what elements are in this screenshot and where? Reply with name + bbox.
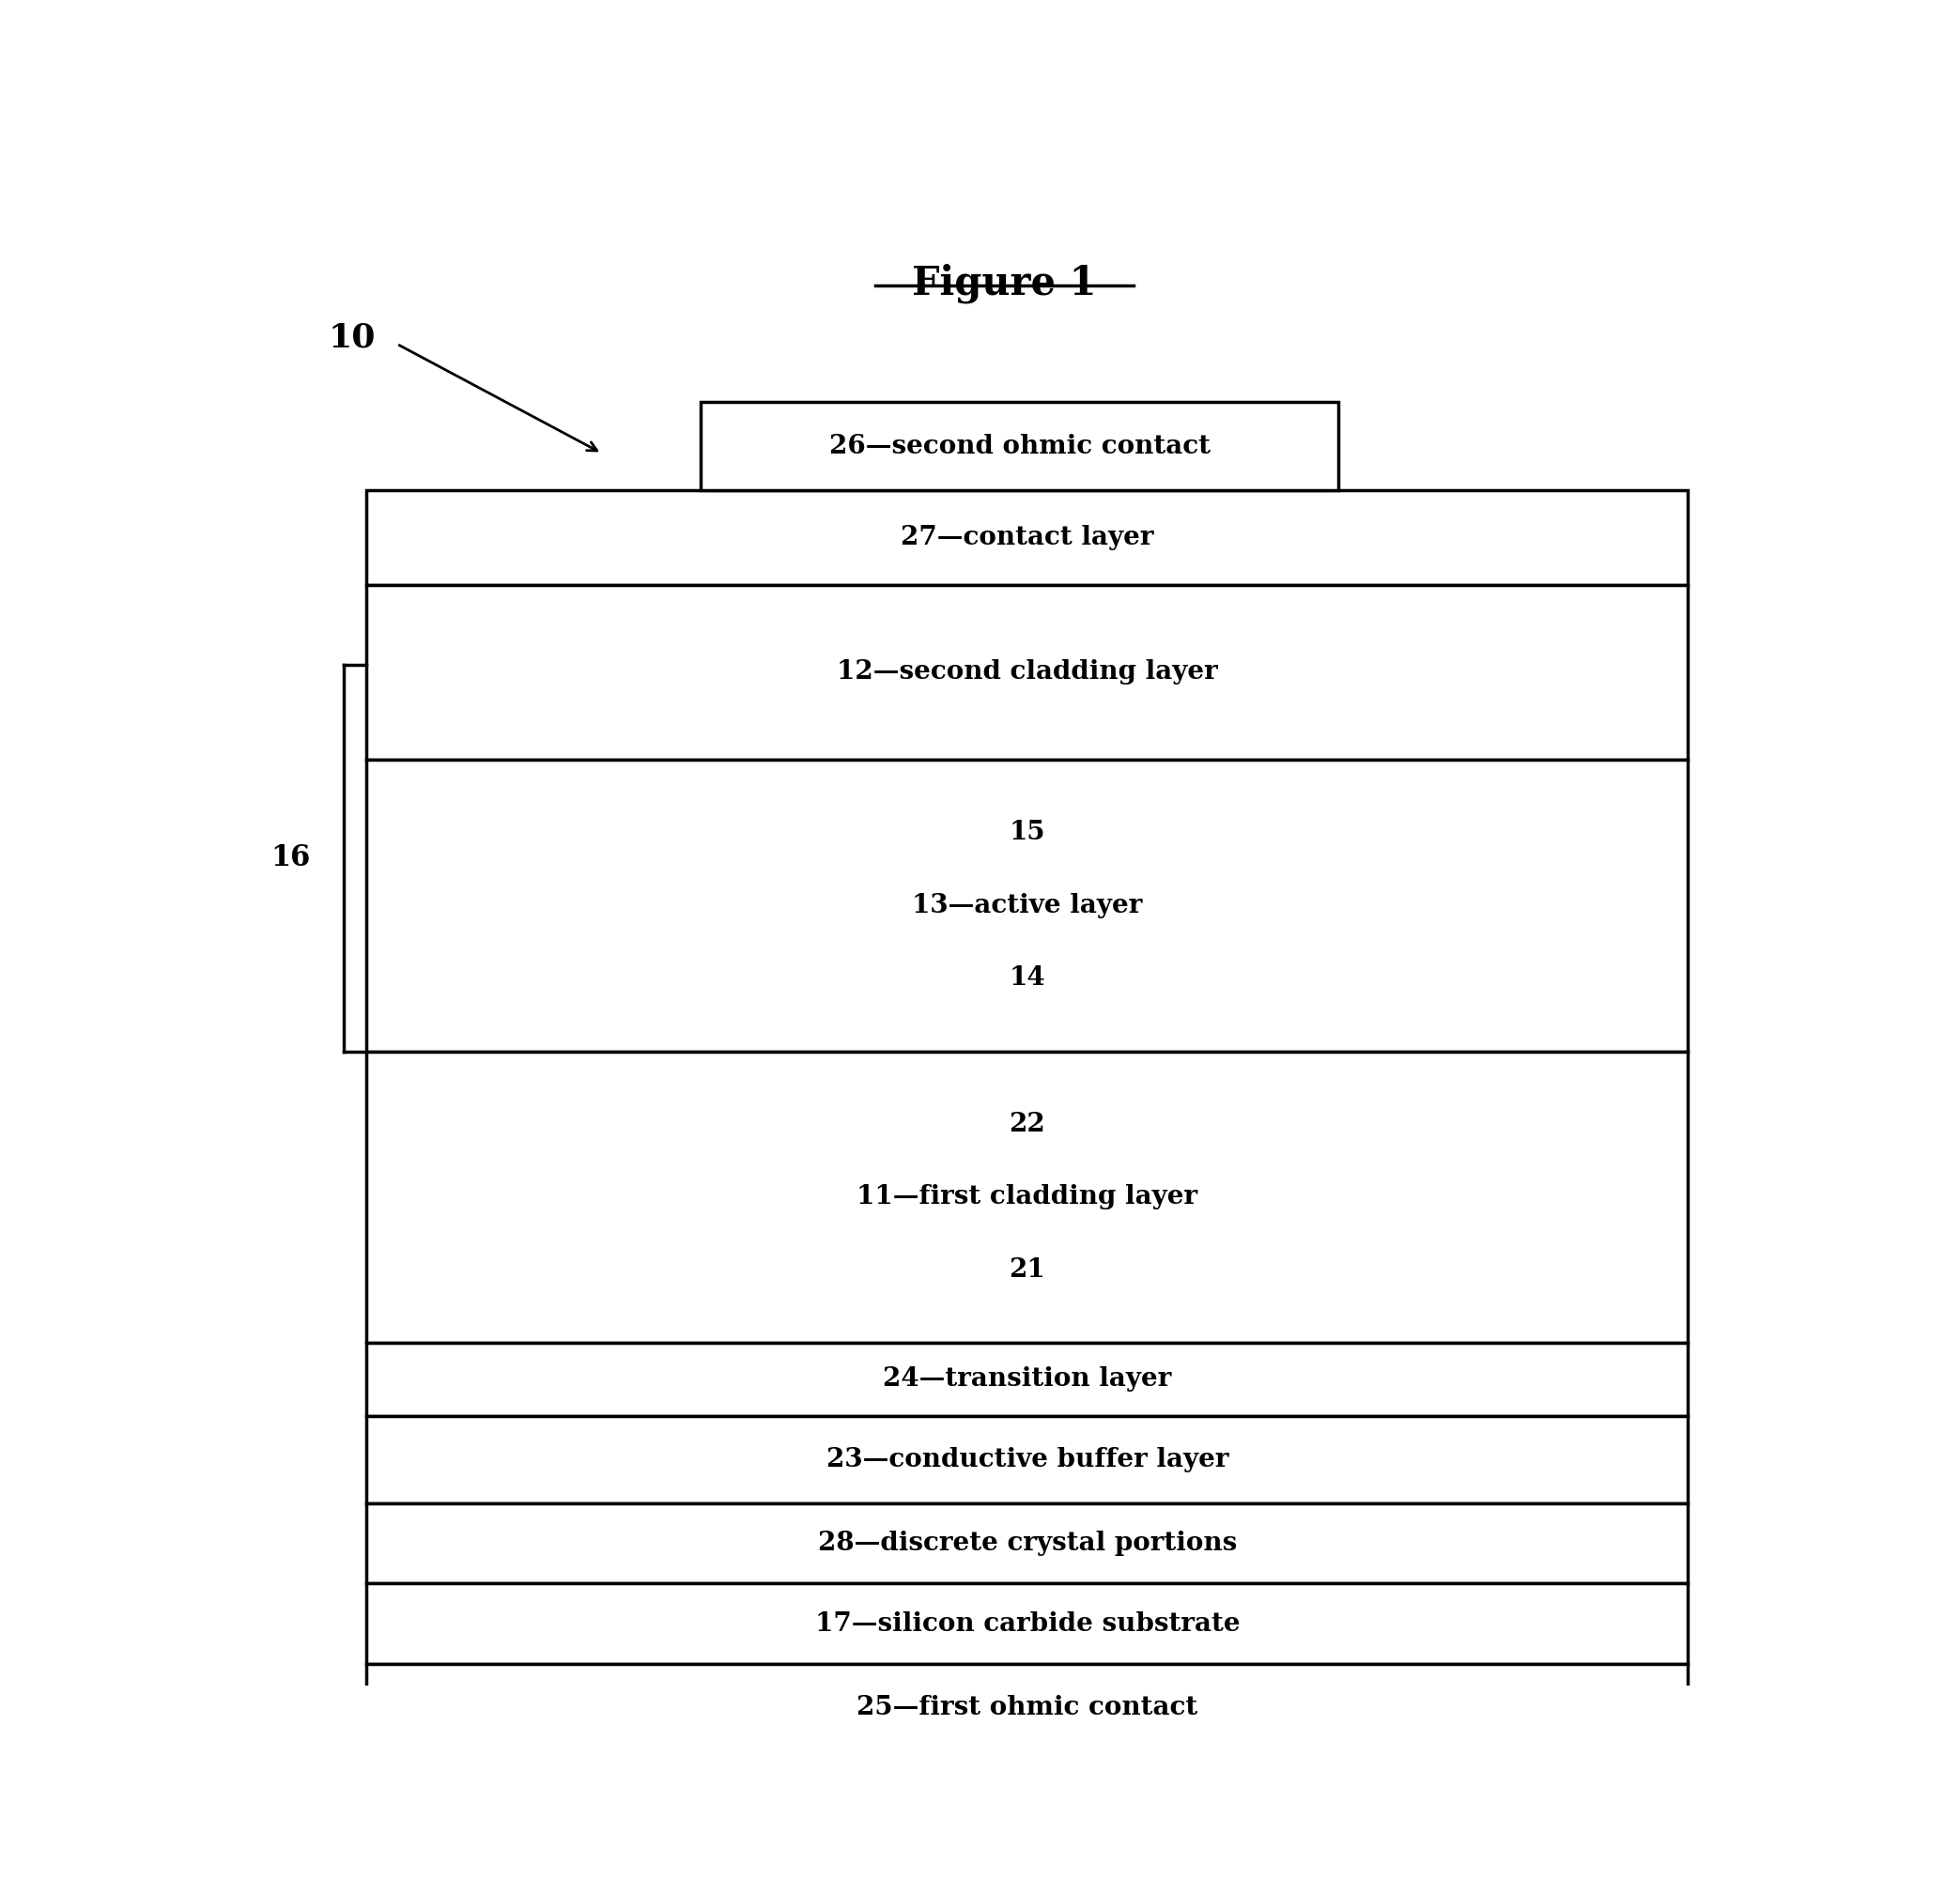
Text: 24—transition layer: 24—transition layer xyxy=(882,1367,1172,1392)
Text: 25—first ohmic contact: 25—first ohmic contact xyxy=(857,1695,1198,1720)
Text: 11—first cladding layer: 11—first cladding layer xyxy=(857,1184,1198,1210)
Text: 22: 22 xyxy=(1009,1112,1045,1136)
Bar xyxy=(367,491,1688,585)
Text: 10: 10 xyxy=(329,322,376,354)
Text: 26—second ohmic contact: 26—second ohmic contact xyxy=(829,434,1211,458)
Text: 12—second cladding layer: 12—second cladding layer xyxy=(837,659,1217,686)
Bar xyxy=(702,402,1339,491)
Bar xyxy=(367,585,1688,759)
Text: 27—contact layer: 27—contact layer xyxy=(902,525,1154,549)
Text: Figure 1: Figure 1 xyxy=(911,263,1098,303)
Bar xyxy=(367,1051,1688,1343)
Text: 21: 21 xyxy=(1009,1258,1045,1282)
Bar xyxy=(367,1343,1688,1417)
Text: 15: 15 xyxy=(1009,820,1045,845)
Text: 17—silicon carbide substrate: 17—silicon carbide substrate xyxy=(815,1612,1241,1636)
Bar xyxy=(367,1663,1688,1752)
Bar xyxy=(367,1417,1688,1504)
Text: 16: 16 xyxy=(270,843,310,873)
Text: 23—conductive buffer layer: 23—conductive buffer layer xyxy=(825,1447,1229,1472)
Bar xyxy=(367,759,1688,1051)
Text: 13—active layer: 13—active layer xyxy=(911,892,1143,919)
Text: 28—discrete crystal portions: 28—discrete crystal portions xyxy=(817,1530,1237,1557)
Bar xyxy=(367,1583,1688,1663)
Text: 14: 14 xyxy=(1009,966,1045,991)
Bar xyxy=(367,1504,1688,1583)
